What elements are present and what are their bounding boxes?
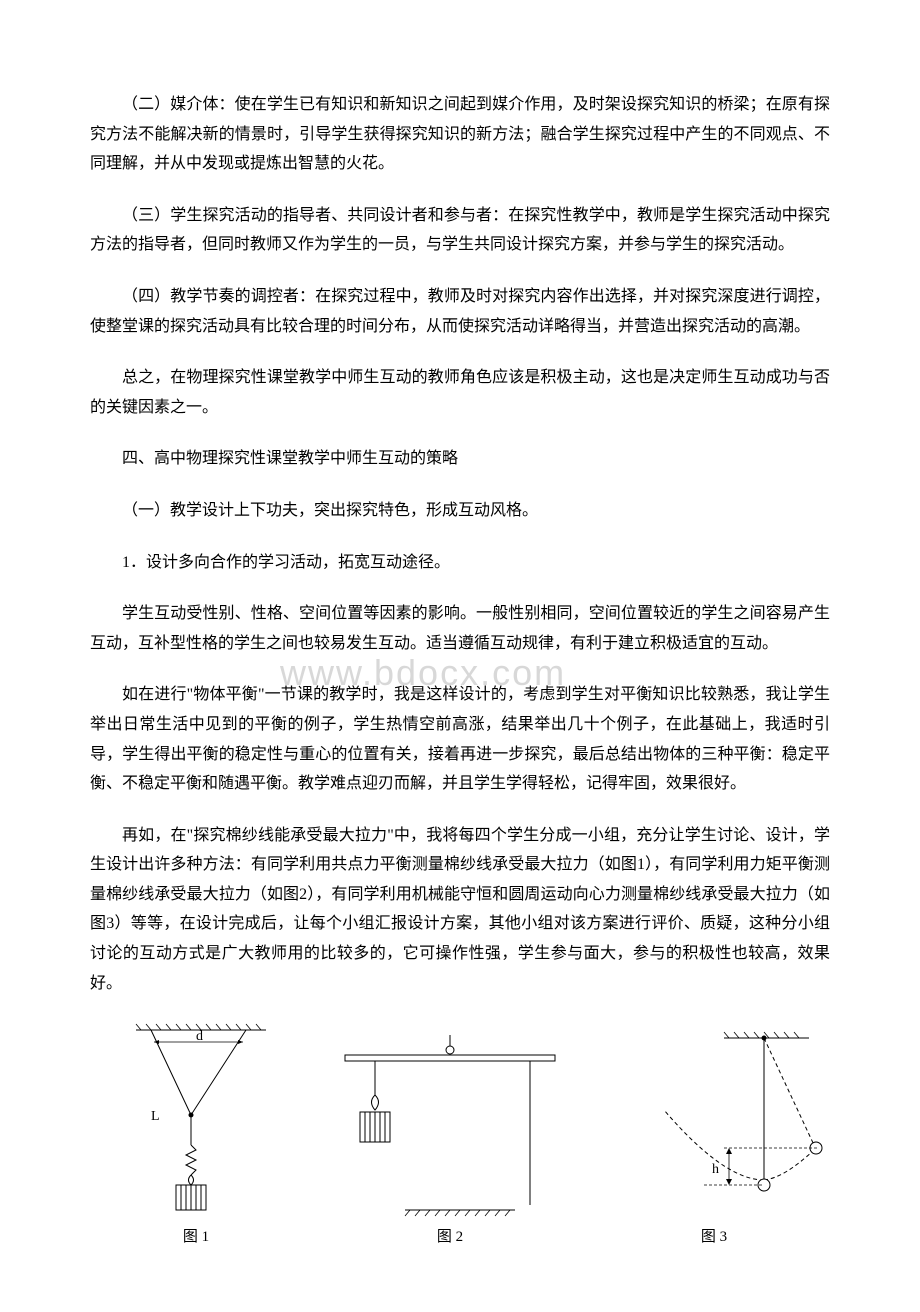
paragraph-summary: 总之，在物理探究性课堂教学中师生互动的教师角色应该是积极主动，这也是决定师生互动…	[90, 363, 830, 422]
figure-2-svg	[335, 1020, 565, 1220]
paragraph-3: （三）学生探究活动的指导者、共同设计者和参与者：在探究性教学中，教师是学生探究活…	[90, 201, 830, 260]
fig1-label-L: L	[151, 1109, 160, 1124]
figure-2: 图 2	[335, 1020, 565, 1252]
paragraph-9: 如在进行"物体平衡"一节课的教学时，我是这样设计的，考虑到学生对平衡知识比较熟悉…	[90, 680, 830, 798]
figure-2-label: 图 2	[437, 1224, 463, 1252]
fig1-label-d: d	[196, 1029, 203, 1044]
heading-section4: 四、高中物理探究性课堂教学中师生互动的策略	[90, 444, 830, 474]
paragraph-10: 再如，在"探究棉纱线能承受最大拉力"中，我将每四个学生分成一小组，充分让学生讨论…	[90, 821, 830, 999]
paragraph-item1: 1．设计多向合作的学习活动，拓宽互动途径。	[90, 548, 830, 578]
figure-1-svg: d L	[96, 1020, 296, 1220]
figure-1: d L 图 1	[96, 1020, 296, 1252]
figure-3-label: 图 3	[701, 1224, 727, 1252]
figure-3: h 图 3	[604, 1030, 824, 1252]
figure-3-svg: h	[604, 1030, 824, 1220]
paragraph-sub1: （一）教学设计上下功夫，突出探究特色，形成互动风格。	[90, 496, 830, 526]
paragraph-2: （二）媒介体：使在学生已有知识和新知识之间起到媒介作用，及时架设探究知识的桥梁；…	[90, 90, 830, 179]
figure-1-label: 图 1	[183, 1224, 209, 1252]
paragraph-8: 学生互动受性别、性格、空间位置等因素的影响。一般性别相同，空间位置较近的学生之间…	[90, 599, 830, 658]
figures-row: d L 图 1	[90, 1020, 830, 1252]
paragraph-4: （四）教学节奏的调控者：在探究过程中，教师及时对探究内容作出选择，并对探究深度进…	[90, 282, 830, 341]
fig3-label-h: h	[712, 1162, 719, 1177]
